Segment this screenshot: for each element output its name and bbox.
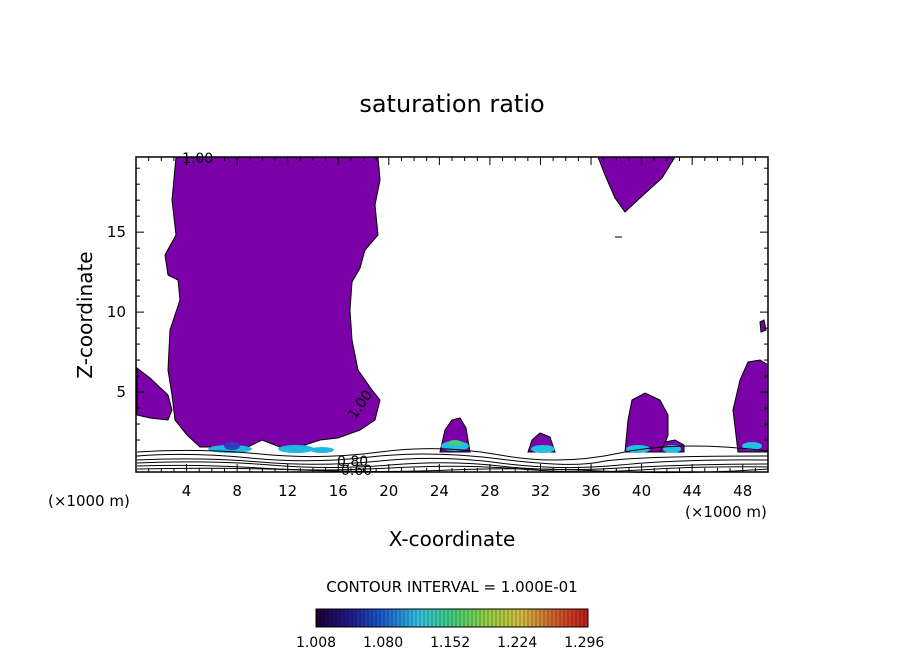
contour-label-top: 1.00 <box>182 151 213 167</box>
colorbar-ticks: 1.008 1.080 1.152 1.224 1.296 <box>296 635 604 651</box>
x-axis-title: X-coordinate <box>389 527 516 551</box>
contour-line <box>136 453 769 465</box>
chart-title: saturation ratio <box>359 90 544 118</box>
x-tick-label: 44 <box>683 482 702 500</box>
top-right-region <box>597 156 676 213</box>
contour-line <box>136 457 769 469</box>
y-axis-title: Z-coordinate <box>73 251 97 378</box>
x-tick-label: 8 <box>232 482 242 500</box>
colorbar-tick-label: 1.080 <box>363 635 403 651</box>
core-32 <box>531 445 555 453</box>
colorbar: 1.008 1.080 1.152 1.224 1.296 <box>296 608 604 651</box>
contour-line <box>136 461 769 471</box>
colorbar-stripes <box>319 609 585 627</box>
x-tick-label: 48 <box>733 482 752 500</box>
x-tick-label: 28 <box>480 482 499 500</box>
x-tick-label: 20 <box>379 482 398 500</box>
large-saturation-region <box>164 156 381 448</box>
contour-interval-label: CONTOUR INTERVAL = 1.000E-01 <box>326 578 577 596</box>
y-tick-label: 15 <box>107 223 126 241</box>
core-25b <box>448 440 462 446</box>
y-tick-label: 10 <box>107 303 126 321</box>
core-14 <box>278 445 314 453</box>
x-tick-label: 24 <box>430 482 449 500</box>
contour-label-060: 0.60 <box>341 463 372 479</box>
colorbar-tick-label: 1.152 <box>430 635 470 651</box>
small-dot-right <box>759 319 767 333</box>
contour-label-080: 0.80 <box>337 454 368 470</box>
contour-line <box>136 445 769 461</box>
core-8b <box>224 442 240 450</box>
x-tick-label: 40 <box>632 482 651 500</box>
saturation-fill-regions <box>136 156 769 453</box>
left-edge-region <box>136 366 173 421</box>
x-tick-label: 12 <box>278 482 297 500</box>
core-15 <box>310 447 334 453</box>
x-unit-right: (×1000 m) <box>685 503 767 521</box>
colorbar-tick-label: 1.008 <box>296 635 336 651</box>
x-tick-label: 32 <box>531 482 550 500</box>
x-tick-label: 36 <box>581 482 600 500</box>
blob-40 <box>624 392 669 453</box>
contour-line <box>136 464 769 473</box>
y-tick-label: 5 <box>116 383 126 401</box>
x-tick-label: 4 <box>182 482 192 500</box>
x-unit-left: (×1000 m) <box>48 492 130 510</box>
colorbar-tick-label: 1.224 <box>497 635 537 651</box>
right-edge-region <box>732 359 769 453</box>
colorbar-tick-label: 1.296 <box>564 635 604 651</box>
core-49 <box>742 442 762 450</box>
x-tick-label: 16 <box>329 482 348 500</box>
